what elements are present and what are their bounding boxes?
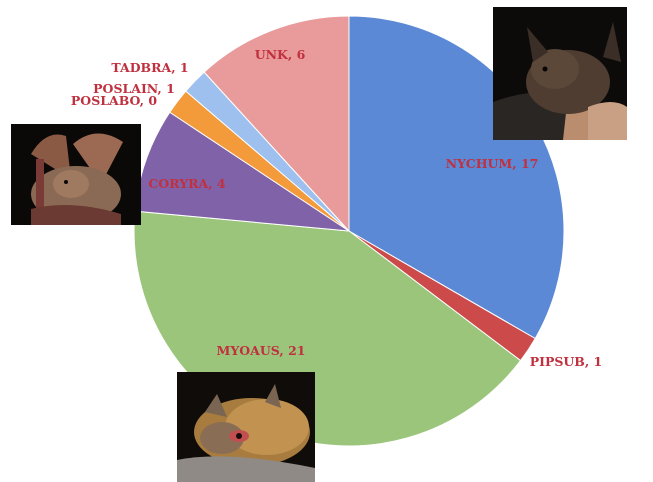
data-label-coryra: CORYRA, 4 xyxy=(148,176,226,191)
pie-slice-unk xyxy=(203,15,350,233)
pie-labels: NYCHUM, 17 PIPSUB, 1 MYOAUS, 21 CORYRA, 4 PO… xyxy=(71,47,602,369)
data-label-poslabo: POSLABO, 0 xyxy=(71,93,157,108)
bat-photo-left xyxy=(11,124,141,225)
bat-photo-bottom xyxy=(177,372,315,482)
bat-photo-top-right xyxy=(493,7,627,140)
data-label-unk: UNK, 6 xyxy=(255,47,306,62)
data-label-pipsub: PIPSUB, 1 xyxy=(530,354,603,369)
data-label-poslain: POSLAIN, 1 xyxy=(93,81,175,96)
data-label-tadbra: TADBRA, 1 xyxy=(111,60,188,75)
data-label-nychum: NYCHUM, 17 xyxy=(446,156,539,171)
data-label-myoaus: MYOAUS, 21 xyxy=(217,343,306,358)
